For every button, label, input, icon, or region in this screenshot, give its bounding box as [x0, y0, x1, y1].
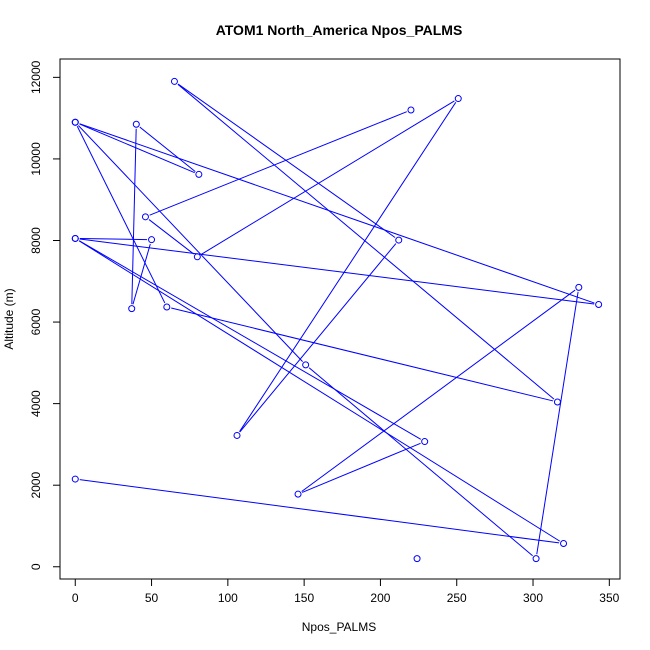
- y-tick-label: 6000: [29, 308, 43, 335]
- chart-title: ATOM1 North_America Npos_PALMS: [216, 22, 463, 38]
- data-point: [148, 236, 156, 244]
- series-segment: [79, 479, 560, 544]
- data-point: [560, 540, 568, 548]
- y-tick-label: 0: [29, 563, 43, 570]
- x-tick-label: 300: [523, 591, 543, 605]
- series-lines: [76, 83, 595, 557]
- y-axis: 0 2000 4000 6000 8000 10000 12000: [29, 60, 61, 570]
- data-point: [71, 234, 79, 242]
- data-point: [454, 95, 462, 103]
- data-point: [421, 438, 429, 446]
- x-tick-label: 200: [370, 591, 390, 605]
- data-point: [163, 303, 171, 311]
- series-segment: [171, 307, 554, 402]
- series-segment: [76, 126, 166, 304]
- series-segment: [78, 240, 422, 440]
- data-point: [302, 361, 310, 369]
- data-point: [294, 490, 302, 498]
- y-tick-label: 8000: [29, 227, 43, 254]
- data-point: [71, 475, 79, 483]
- series-segment: [239, 102, 457, 432]
- series-segment: [302, 442, 421, 493]
- series-segment: [77, 125, 303, 362]
- data-point: [532, 555, 540, 563]
- data-point: [595, 301, 603, 309]
- series-segment: [149, 111, 407, 216]
- data-point: [407, 106, 415, 114]
- series-segment: [78, 240, 560, 542]
- data-point: [141, 213, 149, 221]
- series-segment: [308, 367, 533, 557]
- y-tick-label: 4000: [29, 390, 43, 417]
- x-tick-label: 0: [72, 591, 79, 605]
- x-axis-label: Npos_PALMS: [302, 620, 376, 634]
- data-point: [193, 253, 201, 261]
- series-segment: [177, 83, 555, 400]
- data-point: [233, 431, 241, 439]
- series-points: [71, 77, 603, 563]
- y-tick-label: 10000: [29, 142, 43, 176]
- data-point: [132, 120, 140, 128]
- x-tick-label: 100: [218, 591, 238, 605]
- data-point: [195, 170, 203, 178]
- x-tick-label: 50: [145, 591, 159, 605]
- x-tick-label: 350: [599, 591, 619, 605]
- data-point: [413, 555, 421, 563]
- x-tick-label: 150: [294, 591, 314, 605]
- series-segment: [139, 126, 196, 172]
- x-tick-label: 250: [447, 591, 467, 605]
- series-segment: [148, 219, 195, 255]
- data-point: [395, 236, 403, 244]
- data-point: [71, 118, 79, 126]
- data-point: [170, 77, 178, 85]
- series-segment: [79, 238, 148, 241]
- y-tick-label: 2000: [29, 472, 43, 499]
- series-segment: [79, 238, 595, 305]
- series-segment: [536, 291, 579, 555]
- series-segment: [79, 123, 195, 174]
- series-segment: [301, 289, 576, 492]
- series-segment: [132, 243, 151, 305]
- series-segment: [79, 123, 595, 304]
- data-point: [575, 283, 583, 291]
- series-segment: [239, 243, 397, 433]
- x-axis: 0 50 100 150 200 250 300 350: [72, 578, 620, 605]
- y-axis-label: Altitude (m): [2, 288, 16, 349]
- data-point: [128, 305, 136, 313]
- y-tick-label: 12000: [29, 60, 43, 94]
- series-segment: [131, 128, 137, 305]
- data-point: [553, 398, 561, 406]
- series-segment: [177, 83, 396, 238]
- series-segment: [200, 100, 455, 255]
